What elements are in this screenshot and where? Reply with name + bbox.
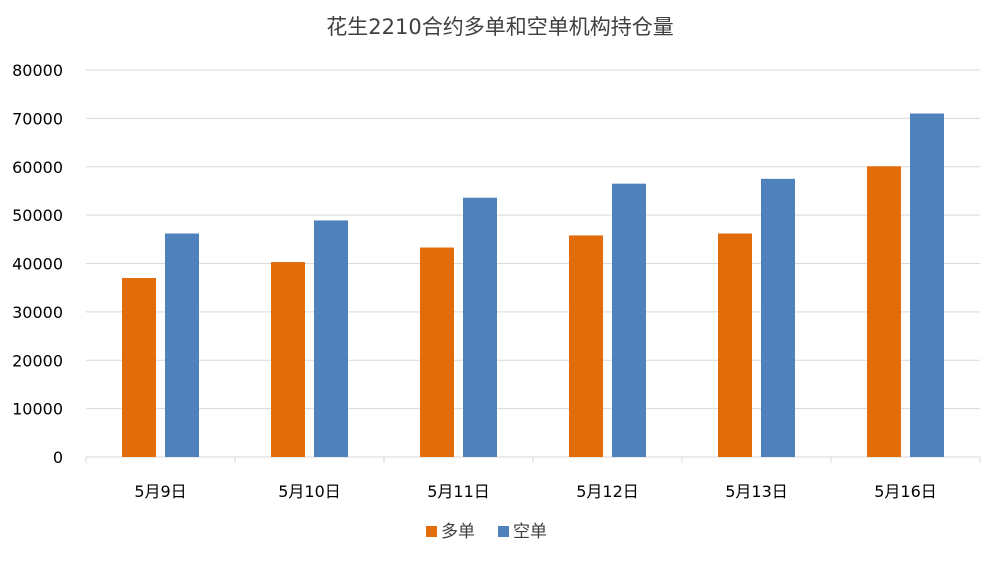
bar-long: [420, 247, 454, 457]
legend-swatch: [498, 526, 509, 537]
bar-short: [612, 183, 646, 457]
y-tick-label: 0: [53, 448, 63, 467]
bar-short: [463, 197, 497, 457]
bar-long: [867, 166, 901, 458]
legend-swatch: [426, 526, 437, 537]
x-tick-label: 5月10日: [278, 482, 341, 501]
legend-label: 多单: [441, 522, 475, 542]
x-tick-label: 5月13日: [725, 482, 788, 501]
y-tick-label: 20000: [12, 351, 63, 370]
x-tick-label: 5月11日: [427, 482, 490, 501]
y-tick-label: 80000: [12, 61, 63, 80]
bar-short: [761, 178, 795, 457]
bar-short: [314, 220, 348, 457]
bar-long: [271, 262, 305, 457]
y-tick-label: 10000: [12, 400, 63, 419]
y-axis-ticks: 0 10000 20000 30000 40000 50000 60000 70000 8000…: [12, 61, 63, 467]
bar-long: [569, 235, 603, 457]
chart-title: 花生2210合约多单和空单机构持仓量: [326, 15, 673, 39]
x-tick-label: 5月9日: [134, 482, 186, 501]
bar-short: [165, 233, 199, 457]
legend: 多单 空单: [426, 522, 547, 542]
y-tick-label: 70000: [12, 109, 63, 128]
x-tick-label: 5月12日: [576, 482, 639, 501]
bars: [122, 113, 944, 458]
y-tick-label: 60000: [12, 158, 63, 177]
x-axis-ticks: 5月9日 5月10日 5月11日 5月12日 5月13日 5月16日: [134, 482, 936, 501]
bar-short: [910, 113, 944, 457]
bar-long: [718, 233, 752, 457]
bar-long: [122, 278, 156, 457]
y-tick-label: 50000: [12, 206, 63, 225]
y-tick-label: 40000: [12, 255, 63, 274]
x-tick-label: 5月16日: [874, 482, 937, 501]
y-tick-label: 30000: [12, 303, 63, 322]
gridlines: [85, 69, 981, 463]
legend-label: 空单: [513, 522, 547, 542]
